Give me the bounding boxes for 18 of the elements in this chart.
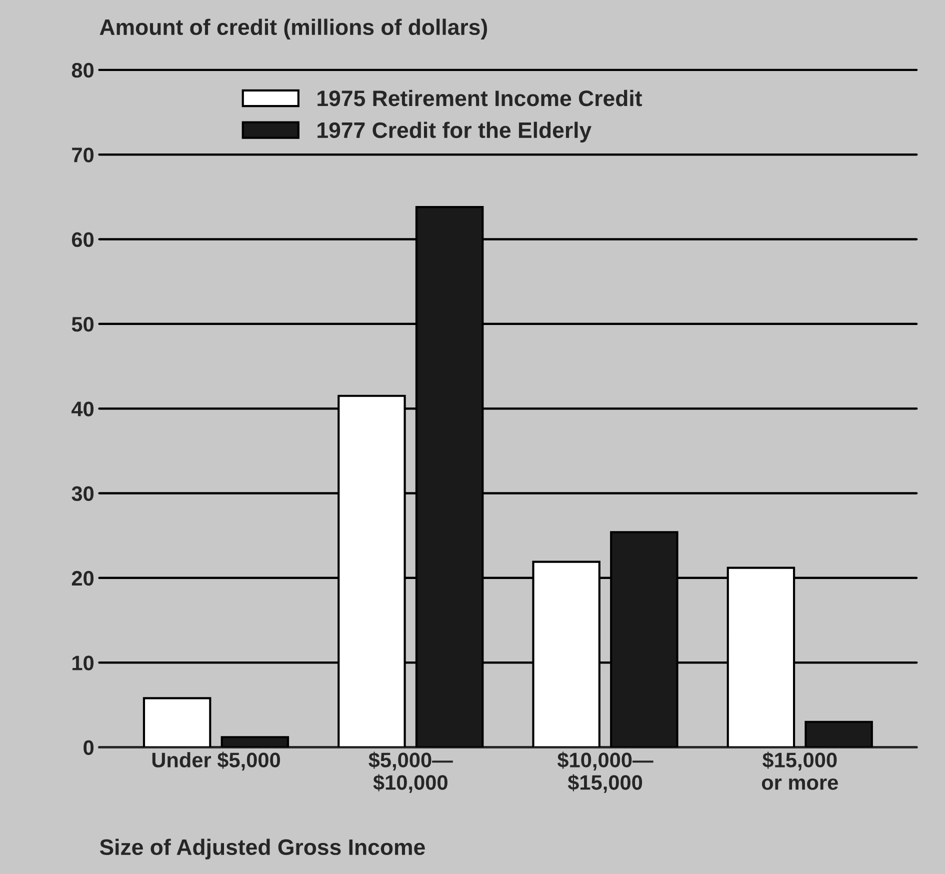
y-tick-label: 70 <box>72 148 94 162</box>
x-tick-label: $15,000 or more <box>762 752 838 790</box>
y-tick-label: 10 <box>72 656 94 670</box>
x-tick-label: $10,000— $15,000 <box>557 752 654 793</box>
x-tick-label: $5,000— $10,000 <box>368 752 453 793</box>
x-axis-title: Size of Adjusted Gross Income <box>100 838 425 860</box>
y-tick-label: 60 <box>72 232 94 248</box>
x-tick-label: Under $5,000 <box>152 752 280 770</box>
y-tick-label: 80 <box>72 62 94 78</box>
y-tick-label: 0 <box>84 740 94 756</box>
y-tick-label: 20 <box>72 570 94 586</box>
bar <box>142 697 212 748</box>
legend-label: 1977 Credit for the Elderly <box>318 122 592 142</box>
y-tick-label: 30 <box>72 486 94 502</box>
y-axis-title: Amount of credit (millions of dollars) <box>100 18 488 40</box>
legend-label: 1975 Retirement Income Credit <box>318 90 642 106</box>
y-tick-label: 50 <box>72 316 94 332</box>
y-tick-label: 40 <box>72 402 94 416</box>
